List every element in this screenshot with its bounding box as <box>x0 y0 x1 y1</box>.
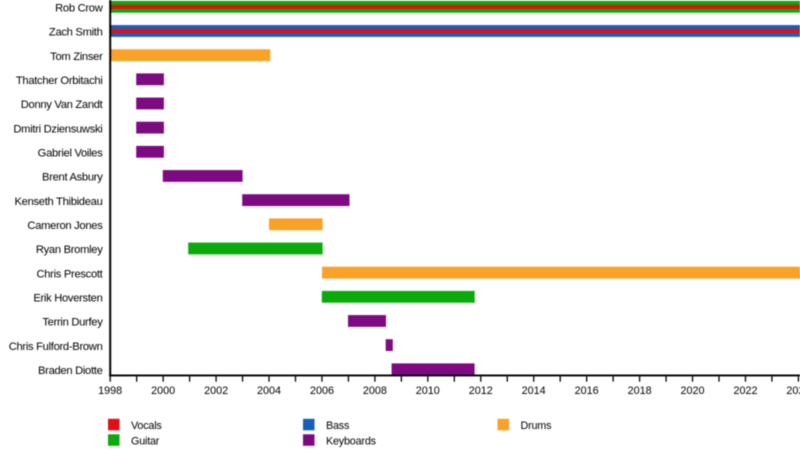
svg-text:Chris Fulford-Brown: Chris Fulford-Brown <box>9 341 103 353</box>
svg-text:Kenseth Thibideau: Kenseth Thibideau <box>15 196 103 208</box>
svg-text:Braden Diotte: Braden Diotte <box>38 365 103 377</box>
svg-text:2006: 2006 <box>310 385 334 397</box>
svg-text:Cameron Jones: Cameron Jones <box>27 220 103 232</box>
svg-text:Rob Crow: Rob Crow <box>55 3 104 15</box>
svg-text:Drums: Drums <box>521 420 553 432</box>
svg-text:2014: 2014 <box>522 385 546 397</box>
svg-text:Guitar: Guitar <box>131 436 160 448</box>
svg-text:2002: 2002 <box>204 385 228 397</box>
svg-text:2004: 2004 <box>257 385 281 397</box>
svg-text:2022: 2022 <box>733 385 757 397</box>
svg-text:Bass: Bass <box>326 420 350 432</box>
svg-text:Gabriel Voiles: Gabriel Voiles <box>38 148 104 160</box>
svg-text:Ryan Bromley: Ryan Bromley <box>36 244 103 256</box>
svg-text:Zach Smith: Zach Smith <box>49 27 103 39</box>
svg-text:Dmitri Dziensuwski: Dmitri Dziensuwski <box>13 123 102 135</box>
svg-text:Erik Hoversten: Erik Hoversten <box>33 293 102 305</box>
svg-text:Chris Prescott: Chris Prescott <box>36 268 103 280</box>
svg-text:2020: 2020 <box>680 385 704 397</box>
svg-text:2000: 2000 <box>151 385 175 397</box>
svg-text:1998: 1998 <box>98 385 122 397</box>
svg-text:Tom Zinser: Tom Zinser <box>50 51 103 63</box>
svg-text:2016: 2016 <box>575 385 599 397</box>
svg-text:Donny Van Zandt: Donny Van Zandt <box>21 99 104 111</box>
svg-text:2010: 2010 <box>416 385 440 397</box>
svg-text:Brent Asbury: Brent Asbury <box>42 172 103 184</box>
svg-text:Keyboards: Keyboards <box>326 436 377 448</box>
svg-text:Vocals: Vocals <box>131 420 162 432</box>
svg-text:2018: 2018 <box>628 385 652 397</box>
svg-text:Terrin Durfey: Terrin Durfey <box>42 317 103 329</box>
svg-text:2008: 2008 <box>363 385 387 397</box>
svg-text:2024: 2024 <box>786 385 800 397</box>
svg-text:2012: 2012 <box>469 385 493 397</box>
svg-text:Thatcher Orbitachi: Thatcher Orbitachi <box>16 75 103 87</box>
